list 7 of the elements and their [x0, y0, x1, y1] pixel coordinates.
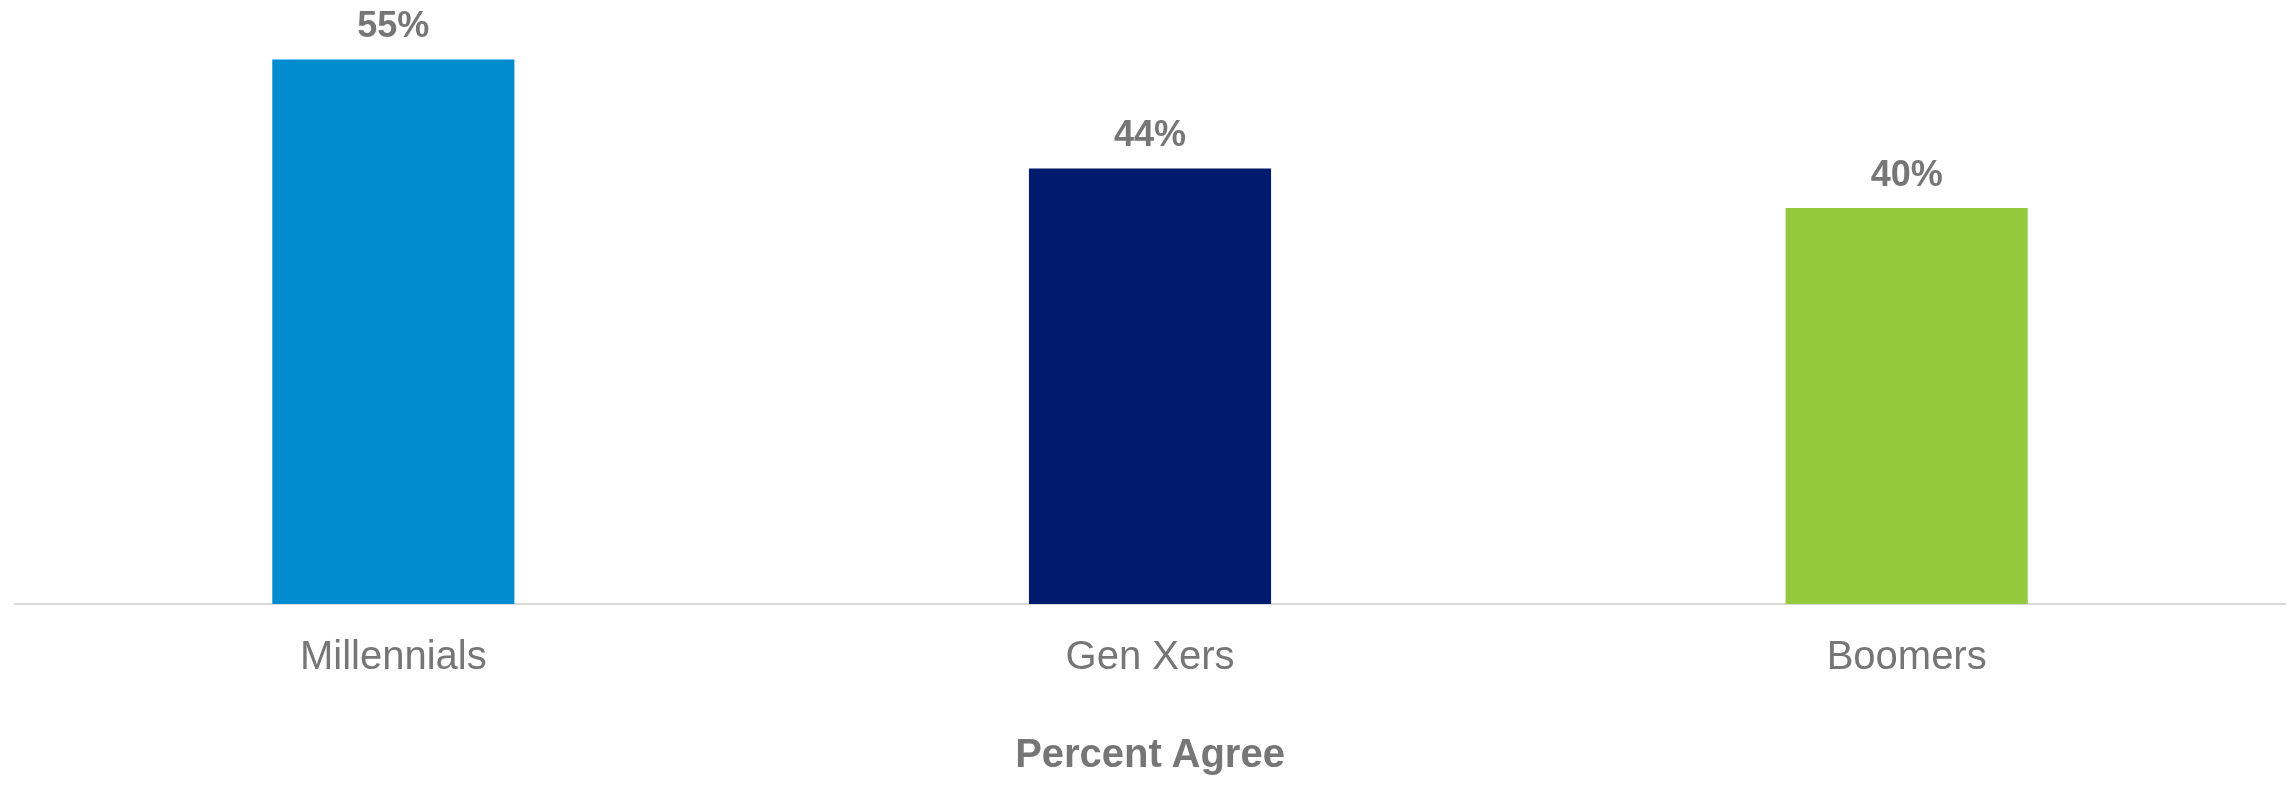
x-tick-label: Boomers	[1826, 633, 1987, 678]
data-label: 55%	[357, 4, 430, 46]
x-tick-label: Millennials	[299, 633, 487, 678]
data-label: 44%	[1113, 113, 1187, 155]
data-label: 40%	[1870, 152, 1943, 194]
x-tick-label: Gen Xers	[1065, 633, 1235, 678]
x-axis-title: Percent Agree	[1015, 731, 1285, 776]
